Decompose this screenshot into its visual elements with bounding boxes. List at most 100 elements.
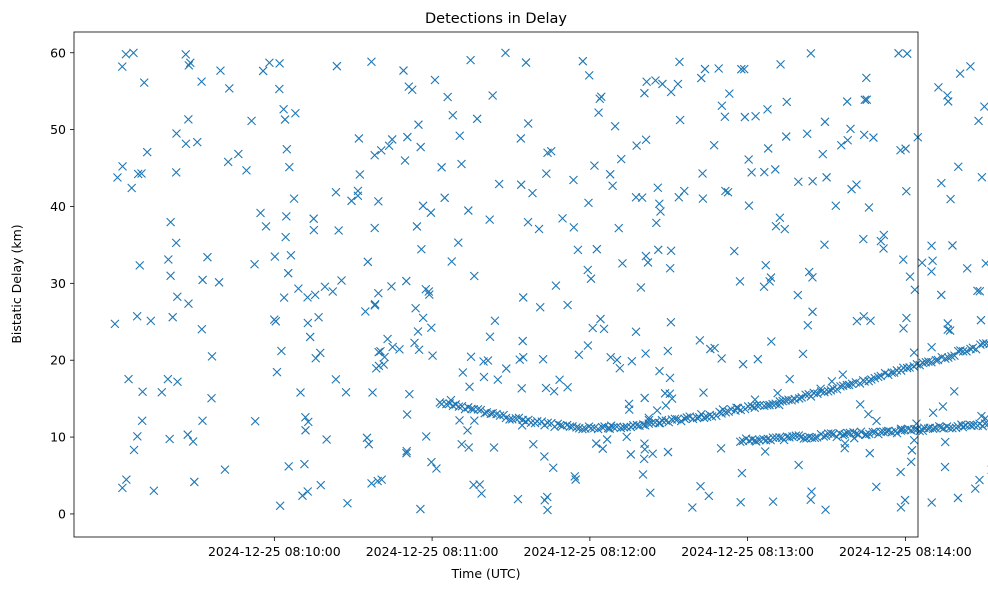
- detection-point: [132, 311, 142, 321]
- y-tick-label: 10: [50, 430, 66, 445]
- detection-point: [373, 196, 383, 206]
- detection-point: [794, 460, 804, 470]
- detection-point: [184, 299, 193, 309]
- detection-point: [846, 124, 855, 134]
- detection-point: [332, 61, 342, 71]
- detection-point: [138, 387, 147, 397]
- detection-point: [827, 377, 837, 386]
- detection-point: [129, 48, 138, 58]
- detection-point: [137, 416, 147, 426]
- detection-point: [977, 411, 986, 421]
- detection-point: [639, 454, 649, 464]
- detection-point: [410, 338, 419, 348]
- detection-point: [735, 277, 745, 286]
- detection-point: [535, 302, 545, 312]
- y-tick-label: 30: [50, 276, 66, 291]
- detection-point: [414, 345, 424, 355]
- detection-point: [670, 414, 680, 424]
- detection-point: [198, 275, 207, 285]
- detection-point: [901, 186, 911, 196]
- detection-point: [627, 356, 637, 366]
- detection-point: [401, 276, 411, 286]
- detection-point: [146, 316, 156, 326]
- detection-point: [466, 55, 475, 65]
- detection-point: [958, 347, 968, 356]
- detection-point: [453, 238, 463, 248]
- detection-point: [759, 282, 769, 292]
- detection-point: [645, 488, 655, 498]
- detection-point: [945, 423, 954, 433]
- detection-point: [751, 111, 760, 121]
- detection-point: [477, 489, 486, 498]
- detection-point: [426, 208, 436, 218]
- y-tick-label: 60: [50, 45, 66, 60]
- detection-point: [936, 290, 946, 300]
- detection-point: [700, 64, 710, 74]
- detection-point: [220, 465, 230, 475]
- detection-point: [376, 145, 386, 155]
- detection-point: [855, 400, 865, 409]
- detection-point: [555, 420, 565, 430]
- detection-point: [166, 217, 176, 227]
- detection-point: [331, 374, 341, 384]
- detection-point: [760, 447, 770, 456]
- detection-point: [840, 430, 850, 439]
- detection-point: [188, 437, 198, 446]
- detection-point: [910, 285, 920, 295]
- detection-point: [826, 429, 836, 438]
- detection-point: [214, 277, 224, 287]
- detection-point: [282, 144, 292, 154]
- detection-point: [418, 201, 428, 211]
- detection-point: [735, 437, 745, 447]
- detection-point: [165, 434, 175, 444]
- detection-point: [463, 206, 473, 215]
- detection-point: [272, 367, 282, 377]
- detection-point: [207, 351, 217, 361]
- x-tick-label: 2024-12-25 08:10:00: [208, 544, 341, 559]
- detection-point: [928, 408, 938, 418]
- detection-point: [518, 293, 528, 302]
- detection-point: [457, 159, 466, 169]
- detection-point: [233, 149, 243, 159]
- detection-point: [821, 505, 830, 515]
- detection-point: [595, 94, 605, 104]
- detection-point: [606, 352, 616, 362]
- detection-point: [602, 435, 612, 444]
- detection-point: [679, 186, 689, 196]
- detection-point: [373, 476, 383, 486]
- detection-point: [723, 187, 733, 197]
- detection-point: [132, 432, 142, 441]
- detection-point: [638, 470, 648, 479]
- detection-point: [940, 437, 950, 447]
- detection-point: [303, 318, 313, 328]
- detection-point: [943, 353, 953, 363]
- detection-point: [861, 73, 871, 83]
- detection-point: [118, 162, 127, 171]
- detection-point: [894, 48, 903, 58]
- detection-point: [928, 424, 938, 434]
- detection-point: [493, 375, 503, 385]
- detection-point: [739, 64, 749, 74]
- detection-point: [781, 132, 791, 141]
- detection-point: [943, 90, 952, 100]
- detection-point: [426, 323, 436, 333]
- detection-point: [955, 69, 965, 79]
- detection-point: [171, 167, 181, 177]
- detection-point: [810, 433, 820, 443]
- detection-point: [309, 214, 319, 224]
- detection-point: [863, 409, 873, 419]
- detection-point: [747, 435, 757, 444]
- detection-point: [286, 250, 296, 260]
- detection-point: [831, 201, 841, 211]
- detection-point: [940, 354, 950, 364]
- detection-point: [858, 234, 868, 244]
- detection-point: [347, 196, 356, 206]
- detection-point: [569, 175, 578, 185]
- detection-point: [808, 176, 818, 186]
- detection-point: [279, 104, 289, 114]
- detection-point: [588, 323, 598, 333]
- detection-point: [696, 481, 705, 491]
- detection-point: [759, 167, 769, 177]
- detection-point: [549, 386, 559, 396]
